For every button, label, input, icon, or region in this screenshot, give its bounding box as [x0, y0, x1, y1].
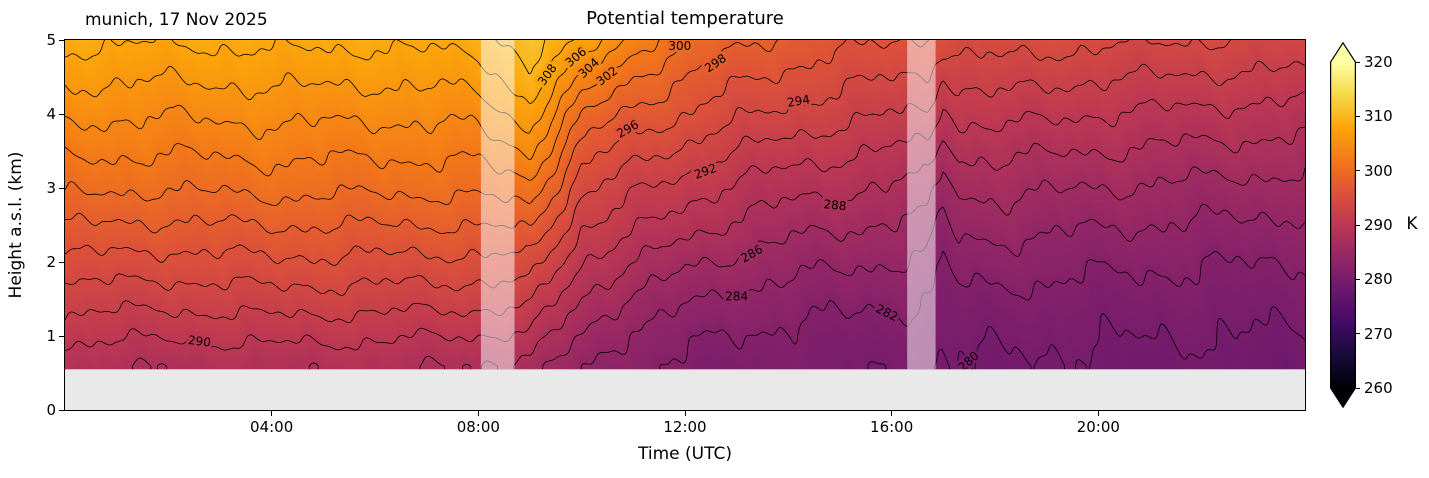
colorbar-tick-label: 270 [1364, 324, 1393, 343]
colorbar-tick [1356, 61, 1360, 63]
x-tick [271, 411, 273, 416]
y-tick [59, 39, 64, 41]
y-tick [59, 187, 64, 189]
colorbar-tick [1356, 224, 1360, 226]
contour-plot-canvas [65, 40, 1305, 410]
y-tick-label: 2 [46, 253, 56, 271]
x-tick [684, 411, 686, 416]
colorbar-tick-label: 310 [1364, 107, 1393, 126]
y-tick-label: 1 [46, 327, 56, 345]
colorbar-tick [1356, 387, 1360, 389]
colorbar-tick [1356, 170, 1360, 172]
plot-title: Potential temperature [586, 8, 784, 29]
colorbar-tick [1356, 278, 1360, 280]
y-tick [59, 409, 64, 411]
colorbar-tick-label: 290 [1364, 216, 1393, 234]
colorbar-unit-label: K [1406, 214, 1418, 234]
colorbar-tick-label: 300 [1364, 161, 1393, 180]
station-date-annotation: munich, 17 Nov 2025 [85, 10, 268, 30]
x-tick [477, 411, 479, 416]
x-tick [891, 411, 893, 416]
x-tick [1097, 411, 1099, 416]
colorbar-tick-label: 320 [1364, 53, 1393, 71]
colorbar-canvas [1330, 42, 1356, 408]
x-tick-label: 08:00 [456, 418, 500, 436]
y-tick [59, 261, 64, 263]
x-tick-label: 16:00 [870, 418, 914, 436]
colorbar-tick-label: 260 [1364, 379, 1393, 397]
y-tick [59, 335, 64, 337]
colorbar-tick [1356, 115, 1360, 117]
x-tick-label: 12:00 [663, 418, 707, 436]
y-tick-label: 4 [46, 105, 56, 123]
x-tick-label: 04:00 [250, 418, 294, 436]
y-tick [59, 113, 64, 115]
colorbar-tick [1356, 333, 1360, 335]
y-axis-label: Height a.s.l. (km) [6, 151, 26, 299]
y-tick-label: 3 [46, 179, 56, 197]
plot-area [64, 39, 1306, 411]
x-tick-label: 20:00 [1076, 418, 1120, 436]
y-tick-label: 0 [46, 401, 56, 419]
y-tick-label: 5 [46, 31, 56, 49]
x-axis-label: Time (UTC) [638, 444, 732, 464]
colorbar-tick-label: 280 [1364, 270, 1393, 289]
